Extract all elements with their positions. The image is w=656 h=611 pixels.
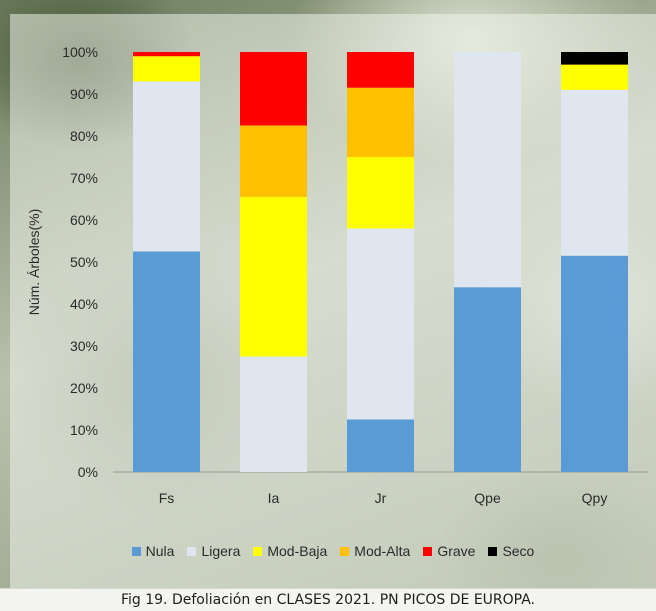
- legend-swatch: [253, 546, 263, 556]
- y-tick-label: 100%: [62, 44, 98, 60]
- x-tick-label: Fs: [159, 490, 175, 506]
- bar-segment-jr-mod-baja: [347, 157, 414, 229]
- bar-segment-jr-mod-alta: [347, 87, 414, 157]
- x-tick-label: Qpy: [582, 490, 608, 506]
- legend-swatch: [340, 546, 350, 556]
- legend-item-ligera: Ligera: [187, 543, 240, 559]
- legend-swatch: [423, 546, 433, 556]
- legend-item-seco: Seco: [488, 543, 534, 559]
- x-tick-label: Qpe: [474, 490, 501, 506]
- bar-segment-qpe-nula: [454, 287, 521, 472]
- legend-label: Mod-Alta: [354, 543, 411, 559]
- legend-item-mod-alta: Mod-Alta: [340, 543, 410, 559]
- y-tick-label: 0%: [78, 464, 98, 480]
- y-tick-label: 20%: [70, 380, 98, 396]
- bar-segment-fs-mod-baja: [133, 56, 200, 82]
- stacked-bar-chart: 0% 10% 20% 30% 40% 50% 60% 70% 80% 90% 100% Fs Ia Jr Q…: [26, 44, 648, 506]
- bar-segment-ia-mod-alta: [240, 125, 307, 197]
- legend-swatch: [131, 546, 141, 556]
- y-tick-label: 60%: [70, 212, 98, 228]
- bar-segment-ia-grave: [240, 52, 307, 126]
- bar-segment-fs-grave: [133, 52, 200, 57]
- chart-panel: [10, 14, 656, 590]
- legend-label: Ligera: [201, 543, 241, 559]
- legend: Nula Ligera Mod-Baja Mod-Alta Grave Seco: [10, 540, 656, 562]
- bar-segment-qpy-ligera: [561, 89, 628, 256]
- bar-segment-qpy-mod-baja: [561, 64, 628, 90]
- bar-segment-jr-nula: [347, 419, 414, 472]
- bar-segment-qpy-seco: [561, 52, 628, 65]
- legend-item-grave: Grave: [423, 543, 475, 559]
- legend-swatch: [187, 546, 197, 556]
- legend-label: Grave: [437, 543, 476, 559]
- bar-segment-ia-ligera: [240, 356, 307, 472]
- bar-segment-qpe-ligera: [454, 52, 521, 288]
- y-tick-label: 80%: [70, 128, 98, 144]
- bar-segment-jr-grave: [347, 52, 414, 88]
- y-tick-label: 50%: [70, 254, 98, 270]
- bar-segment-fs-ligera: [133, 81, 200, 252]
- bar-segment-ia-mod-baja: [240, 196, 307, 357]
- legend-label: Seco: [502, 543, 535, 559]
- bar-segment-qpy-nula: [561, 255, 628, 472]
- y-tick-label: 10%: [70, 422, 98, 438]
- y-tick-label: 70%: [70, 170, 98, 186]
- x-tick-label: Ia: [268, 490, 280, 506]
- y-tick-label: 40%: [70, 296, 98, 312]
- x-tick-label: Jr: [375, 490, 387, 506]
- bar-layer: [133, 52, 628, 472]
- bar-segment-fs-nula: [133, 251, 200, 472]
- bar-segment-jr-ligera: [347, 228, 414, 420]
- legend-item-mod-baja: Mod-Baja: [253, 543, 327, 559]
- y-tick-label: 30%: [70, 338, 98, 354]
- y-tick-label: 90%: [70, 86, 98, 102]
- y-axis-label: Núm. Árboles(%): [26, 209, 42, 316]
- legend-swatch: [488, 546, 498, 556]
- legend-label: Nula: [145, 543, 175, 559]
- axis-layer: 0% 10% 20% 30% 40% 50% 60% 70% 80% 90% 100% Fs Ia Jr Q…: [62, 44, 648, 506]
- figure-caption: Fig 19. Defoliación en CLASES 2021. PN P…: [0, 588, 656, 611]
- legend-label: Mod-Baja: [267, 543, 328, 559]
- legend-item-nula: Nula: [131, 543, 175, 559]
